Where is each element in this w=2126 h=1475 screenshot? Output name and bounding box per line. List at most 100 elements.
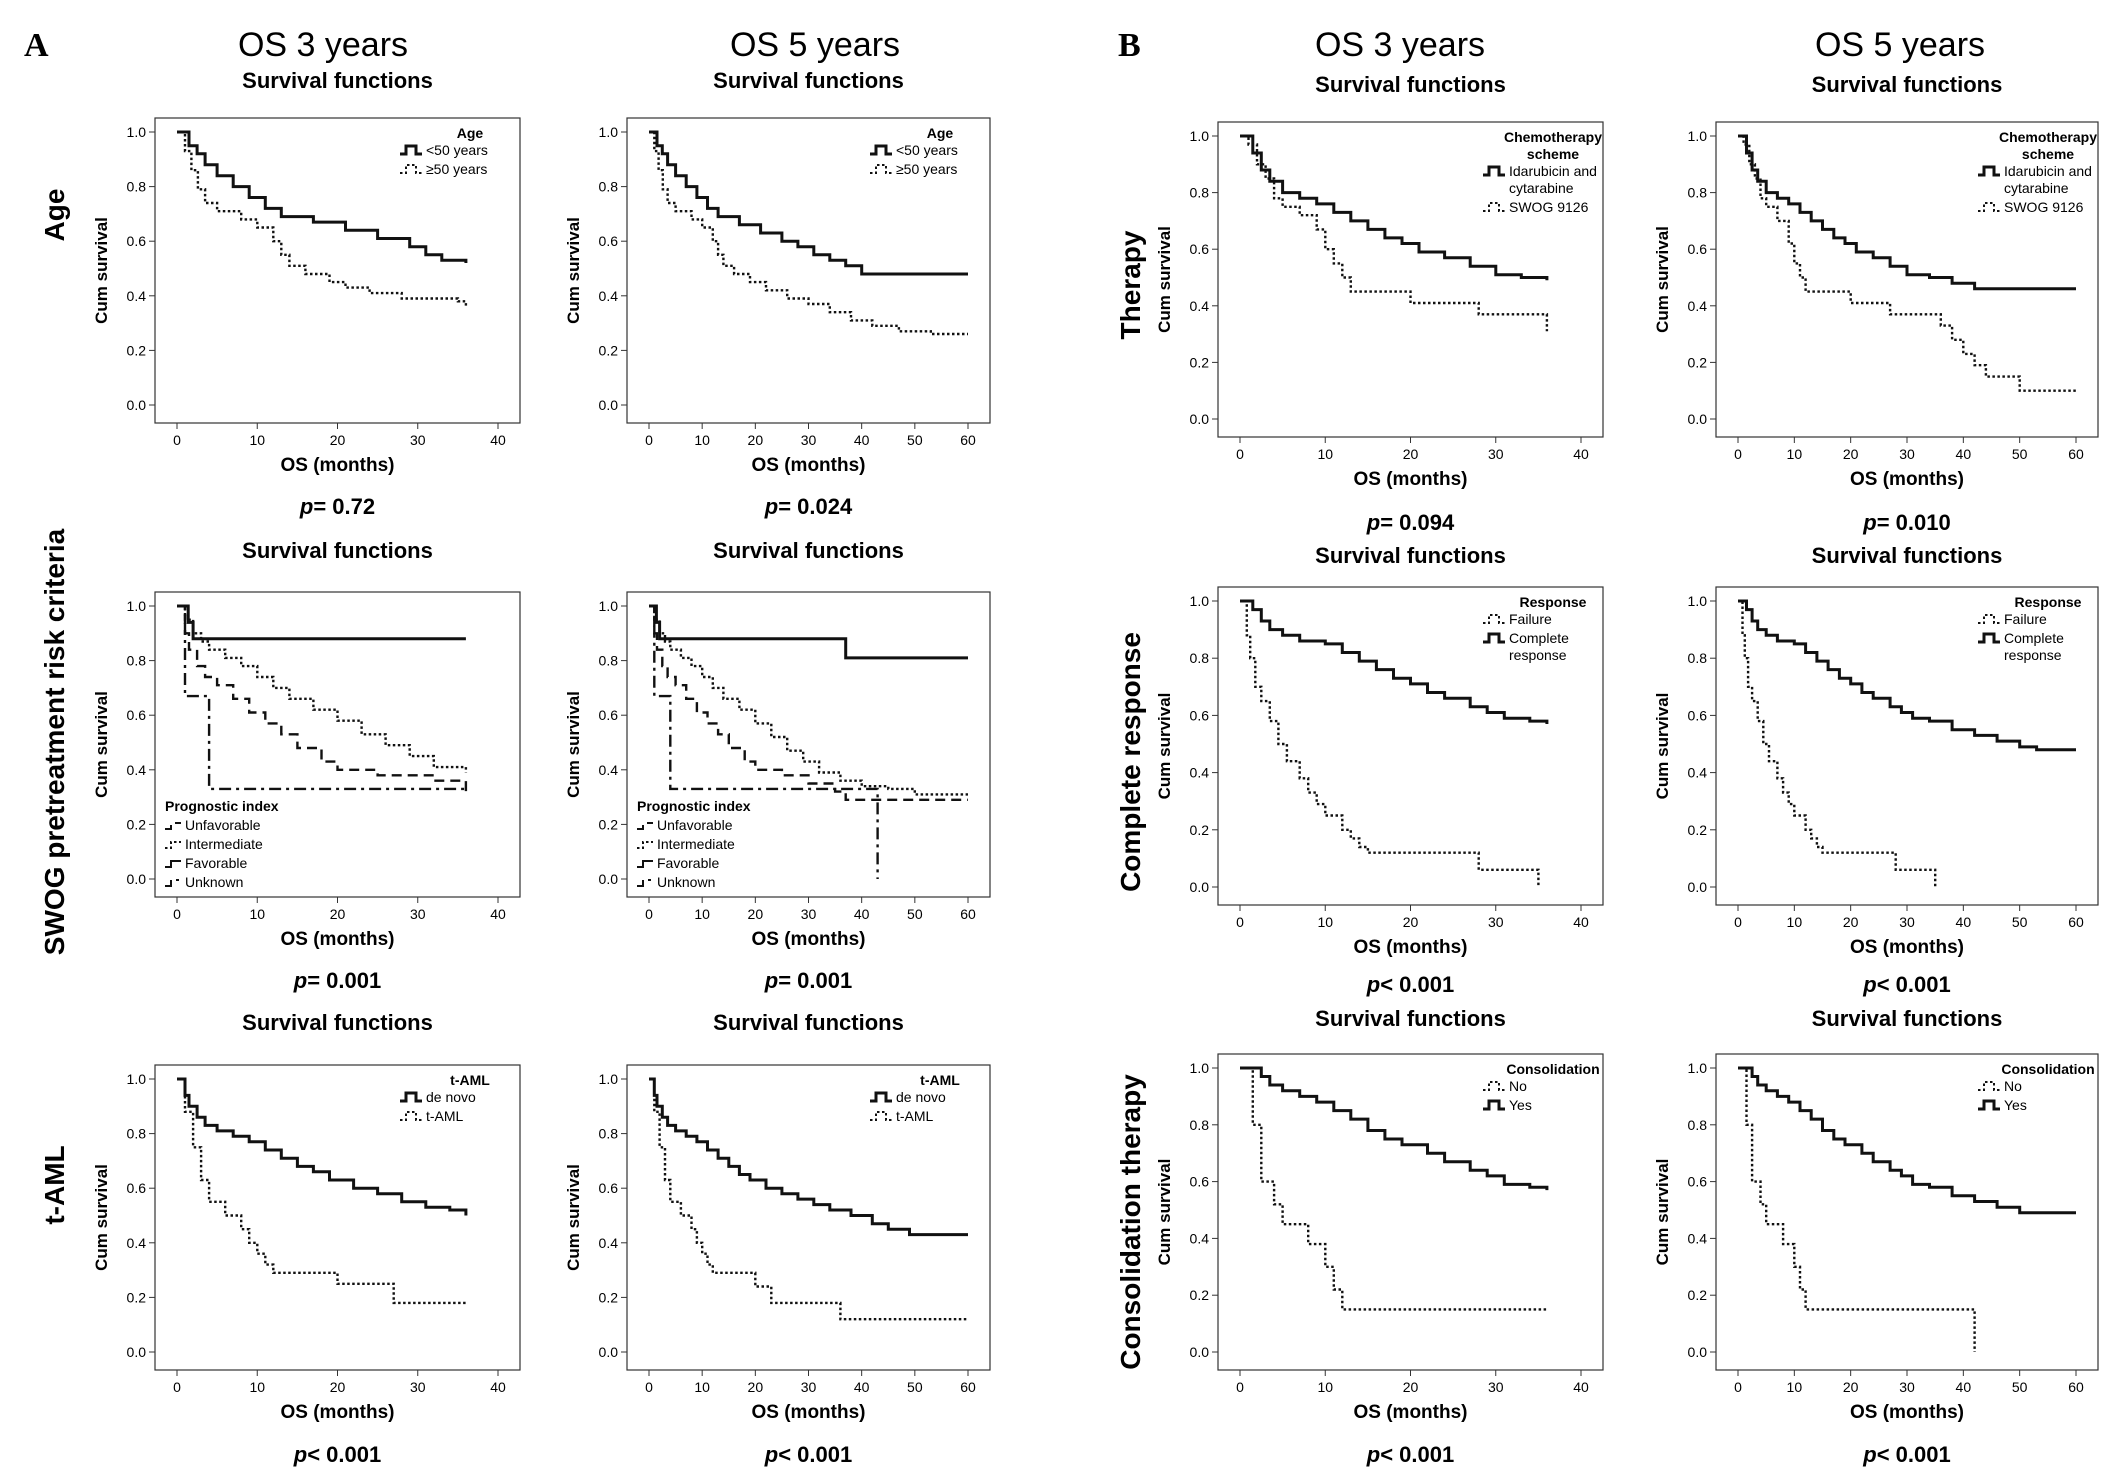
y-axis-title: Cum survival [92,1164,111,1271]
legend-swatch [1483,614,1505,624]
x-tick-label: 0 [645,906,653,922]
chart-title: Survival functions [1812,1006,2003,1031]
legend-label: Favorable [185,855,247,871]
x-axis-title: OS (months) [752,929,866,950]
x-tick-label: 10 [1787,446,1803,462]
x-tick-label: 10 [1317,1379,1333,1395]
legend-swatch [400,1111,422,1121]
legend-label: Idarubicin and [2004,163,2092,179]
legend: Prognostic index Unfavorable Intermediate F… [637,798,751,890]
x-tick-label: 10 [1787,914,1803,930]
y-tick-label: 0.8 [1688,650,1708,666]
p-value: p= 0.094 [1366,510,1455,535]
x-tick-label: 30 [1899,1379,1915,1395]
legend-swatch [1483,165,1505,177]
y-tick-label: 0.0 [599,1344,619,1360]
chart-B-cons-5y: Survival functions 0.0 0.2 0.4 0.6 0.8 1.0 0 10 2… [1653,1006,2099,1467]
y-axis-title: Cum survival [564,217,583,324]
y-tick-label: 0.6 [127,707,147,723]
x-tick-label: 40 [854,1379,870,1395]
x-tick-label: 50 [2012,446,2028,462]
x-tick-label: 30 [410,432,426,448]
y-axis-title: Cum survival [1155,693,1174,800]
y-axis-title: Cum survival [92,217,111,324]
x-axis-title: OS (months) [1354,937,1468,958]
x-axis-title: OS (months) [752,455,866,476]
y-tick-label: 1.0 [127,598,147,614]
series-line-complete-response [1240,599,1549,724]
y-tick-label: 0.0 [599,871,619,887]
y-tick-label: 0.4 [1688,765,1708,781]
legend-title: Prognostic index [637,798,751,814]
x-tick-label: 20 [1403,446,1419,462]
plot-frame [1217,1053,1604,1371]
x-tick-label: 10 [1317,446,1333,462]
y-tick-label: 0.8 [127,1126,147,1142]
x-tick-label: 30 [1488,1379,1504,1395]
series-line--50-years [649,130,968,276]
x-axis-title: OS (months) [1850,1402,1964,1423]
legend-swatch [1483,202,1505,212]
y-tick-label: 0.2 [1190,1287,1210,1303]
y-tick-label: 0.2 [1688,354,1708,370]
x-tick-label: 50 [907,906,923,922]
p-value: p< 0.001 [1862,972,1950,997]
p-value: p< 0.001 [1366,1442,1454,1467]
y-tick-label: 0.2 [1688,822,1708,838]
legend-swatch [637,879,653,887]
series-line-yes [1240,1066,1549,1191]
legend-swatch [1978,1099,2000,1111]
y-tick-label: 0.0 [1688,879,1708,895]
chart-title: Survival functions [242,68,433,93]
legend-title: Chemotherapy [1504,129,1602,145]
x-tick-label: 20 [1843,914,1859,930]
legend-swatch [1483,1081,1505,1091]
x-tick-label: 10 [694,432,710,448]
y-tick-label: 0.6 [1688,241,1708,257]
legend-swatch [637,822,653,830]
legend-title: Prognostic index [165,798,279,814]
legend-swatch [1483,1099,1505,1111]
legend-title: Age [927,125,954,141]
y-tick-label: 0.2 [1688,1287,1708,1303]
legend: Age<50 years ≥50 years [400,125,488,177]
x-axis-title: OS (months) [752,1402,866,1423]
chart-title: Survival functions [1315,72,1506,97]
chart-title: Survival functions [1315,1006,1506,1031]
panel-letter-b: B [1118,27,1141,64]
series-line-favorable [649,604,968,660]
series-line-swog-9126 [1240,134,1549,332]
x-tick-label: 10 [694,906,710,922]
series-line-t-aml [649,1077,968,1321]
charts-group: Survival functions 0.0 0.2 0.4 0.6 0.8 1.0 0 10 2… [92,68,2099,1467]
x-axis-title: OS (months) [281,455,395,476]
chart-B-cr-5y: Survival functions 0.0 0.2 0.4 0.6 0.8 1.0 0 10 2… [1653,543,2099,997]
y-tick-label: 0.4 [1190,298,1210,314]
x-tick-label: 40 [490,906,506,922]
series-line-de-novo [649,1077,968,1237]
p-value: p= 0.72 [299,494,375,519]
legend-swatch [165,860,181,868]
chart-A-swog-5y: Survival functions 0.0 0.2 0.4 0.6 0.8 1.0 0 10 2… [564,538,991,993]
legend-title: t-AML [450,1072,490,1088]
y-axis-title: Cum survival [1653,693,1672,800]
chart-B-cr-3y: Survival functions 0.0 0.2 0.4 0.6 0.8 1.0 0 10 2… [1155,543,1604,997]
legend-swatch [1978,202,2000,212]
y-tick-label: 0.4 [1688,1230,1708,1246]
x-axis-title: OS (months) [1850,937,1964,958]
series-line-complete-response [1738,599,2076,752]
legend-label: Favorable [657,855,719,871]
legend-label: SWOG 9126 [2004,199,2084,215]
y-tick-label: 0.4 [1688,298,1708,314]
x-tick-label: 0 [1734,446,1742,462]
y-axis-title: Cum survival [1653,1159,1672,1266]
x-tick-label: 20 [330,906,346,922]
x-tick-label: 40 [490,432,506,448]
series-line-unknown [649,604,879,879]
series-line-favorable [177,604,466,641]
chart-B-cons-3y: Survival functions 0.0 0.2 0.4 0.6 0.8 1.0 0 10 2… [1155,1006,1604,1467]
x-tick-label: 10 [1317,914,1333,930]
